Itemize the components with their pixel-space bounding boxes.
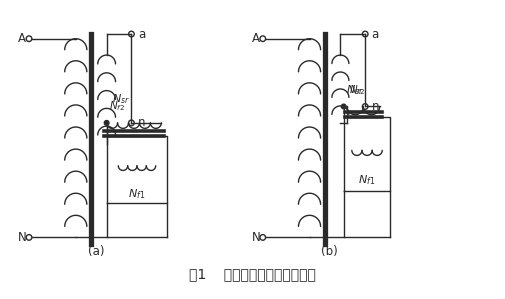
Text: n: n [372,100,379,113]
Text: n: n [138,116,145,129]
Circle shape [341,104,346,109]
Text: $N_{sr}$: $N_{sr}$ [346,83,364,97]
Text: (b): (b) [321,245,338,258]
Text: N: N [251,231,260,244]
Text: 图1    辅助互感器串联补偿方式: 图1 辅助互感器串联补偿方式 [189,267,316,281]
Circle shape [105,120,109,125]
Text: $N_{f2}$: $N_{f2}$ [109,99,125,113]
Text: a: a [138,28,145,41]
Text: A: A [18,32,26,45]
Text: $N_{f2}$: $N_{f2}$ [349,83,366,97]
Text: a: a [372,28,379,41]
Text: N: N [18,231,26,244]
Text: (a): (a) [88,245,104,258]
Text: A: A [252,32,260,45]
Text: $N_{f1}$: $N_{f1}$ [359,173,376,187]
Text: $N_{f1}$: $N_{f1}$ [128,187,145,201]
Text: $N_{sr}$: $N_{sr}$ [112,93,130,106]
